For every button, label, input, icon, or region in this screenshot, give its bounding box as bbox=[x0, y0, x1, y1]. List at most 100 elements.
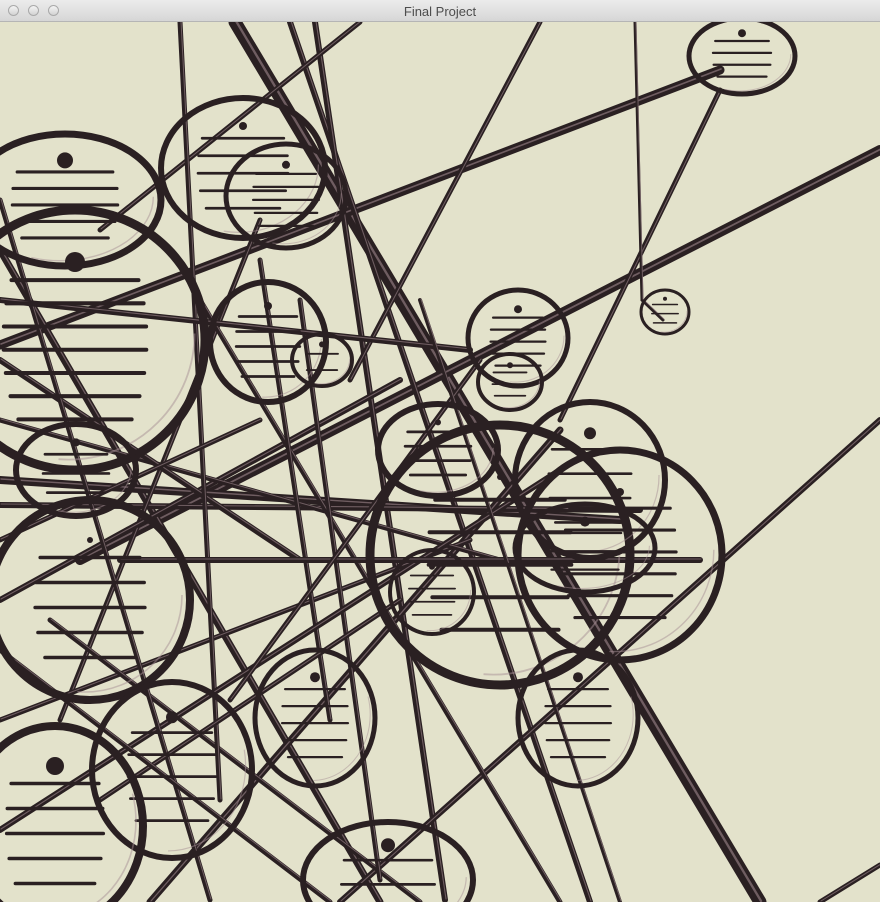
ring-outline bbox=[375, 401, 501, 499]
connector-tube bbox=[177, 22, 223, 803]
graph-node-ring bbox=[686, 22, 798, 97]
ring-node-dot bbox=[166, 711, 178, 724]
ring-outline bbox=[223, 141, 349, 251]
ring-highlight bbox=[640, 289, 688, 333]
connector-tube bbox=[47, 617, 423, 902]
minimize-window-button[interactable] bbox=[28, 5, 39, 16]
graph-node-ring bbox=[512, 501, 658, 595]
node-rings bbox=[0, 22, 798, 902]
ring-node-dot bbox=[429, 563, 435, 570]
connector-tube-highlight bbox=[260, 258, 332, 720]
ring-highlight bbox=[687, 22, 792, 92]
ring-highlight bbox=[466, 288, 565, 383]
ring-highlight bbox=[208, 280, 322, 398]
connector-tube-highlight bbox=[0, 418, 502, 560]
graph-node-ring bbox=[13, 421, 139, 519]
ring-node-dot bbox=[580, 516, 590, 527]
ring-highlight bbox=[253, 648, 371, 782]
graph-node-ring bbox=[375, 401, 501, 499]
connector-tube-highlight bbox=[0, 298, 472, 350]
graph-node-ring bbox=[207, 279, 329, 405]
ring-outline bbox=[0, 205, 210, 475]
close-window-button[interactable] bbox=[8, 5, 19, 16]
connector-tube-highlight bbox=[300, 298, 382, 880]
ring-node-dot bbox=[616, 488, 624, 496]
ring-highlight bbox=[224, 142, 342, 245]
ring-highlight bbox=[290, 332, 351, 385]
connector-tube bbox=[640, 298, 665, 322]
ring-highlight bbox=[0, 497, 183, 693]
ring-node-dot bbox=[435, 419, 441, 426]
ring-node-dot bbox=[497, 474, 503, 480]
ring-node-dot bbox=[72, 438, 80, 447]
connector-tube-highlight bbox=[642, 298, 665, 320]
ring-node-dot bbox=[310, 672, 320, 683]
ring-highlight bbox=[515, 447, 715, 653]
graph-node-ring bbox=[300, 819, 476, 902]
graph-node-ring bbox=[476, 352, 544, 412]
connector-tube-highlight bbox=[0, 68, 722, 345]
graph-node-ring bbox=[252, 647, 378, 789]
ring-highlight bbox=[158, 95, 320, 234]
ring-highlight bbox=[516, 648, 634, 782]
ring-node-dot bbox=[584, 427, 596, 440]
graph-node-ring bbox=[465, 287, 571, 389]
ring-outline bbox=[0, 496, 194, 704]
connector-tube-highlight bbox=[635, 22, 644, 300]
graph-node-ring bbox=[223, 141, 349, 251]
connector-tube bbox=[0, 537, 473, 723]
connector-tube bbox=[0, 297, 473, 353]
graph-node-ring bbox=[388, 548, 476, 636]
ring-outline bbox=[388, 548, 476, 636]
connector-tube bbox=[257, 257, 333, 723]
ring-node-dot bbox=[57, 152, 73, 169]
ring-outline bbox=[515, 647, 641, 789]
ring-node-dot bbox=[87, 537, 93, 543]
ring-node-dot bbox=[663, 296, 667, 301]
graph-node-ring bbox=[158, 95, 328, 241]
graph-node-ring bbox=[0, 205, 210, 475]
zoom-window-button[interactable] bbox=[48, 5, 59, 16]
ring-highlight bbox=[300, 820, 467, 902]
graph-node-ring bbox=[89, 679, 255, 861]
ring-highlight bbox=[366, 421, 621, 676]
ring-outline bbox=[300, 819, 476, 902]
ring-highlight bbox=[14, 422, 132, 513]
ring-outline bbox=[13, 421, 139, 519]
scene-layer bbox=[0, 22, 880, 902]
ring-highlight bbox=[376, 402, 494, 493]
ring-outline bbox=[686, 22, 798, 97]
connector-tube-highlight bbox=[180, 22, 222, 800]
connector-tube-highlight bbox=[0, 378, 402, 600]
connector-tube bbox=[297, 297, 383, 883]
connector-tube bbox=[418, 298, 622, 902]
connector-tube-highlight bbox=[420, 298, 622, 902]
ring-highlight bbox=[0, 206, 196, 461]
connector-tube bbox=[0, 476, 624, 524]
graph-node-ring bbox=[0, 130, 165, 270]
ring-highlight bbox=[513, 502, 650, 589]
ring-outline bbox=[512, 399, 668, 561]
graph-node-ring bbox=[639, 288, 691, 336]
ring-node-dot bbox=[264, 302, 272, 310]
ring-node-dot bbox=[46, 757, 64, 775]
connector-tube-highlight bbox=[0, 248, 382, 902]
ring-node-dot bbox=[738, 29, 746, 38]
scene-graph-view bbox=[0, 22, 880, 902]
connector-tube bbox=[0, 357, 303, 563]
graph-node-ring bbox=[515, 647, 641, 789]
ring-outline bbox=[207, 279, 329, 405]
graph-node-ring bbox=[0, 722, 147, 902]
render-canvas[interactable] bbox=[0, 22, 880, 902]
ring-outline bbox=[89, 679, 255, 861]
ring-outline bbox=[476, 352, 544, 412]
ring-outline bbox=[0, 130, 165, 270]
ring-outline bbox=[290, 332, 354, 388]
ring-node-dot bbox=[282, 160, 290, 169]
ring-outline bbox=[465, 287, 571, 389]
graph-node-ring bbox=[290, 332, 354, 388]
connector-tube-highlight bbox=[0, 358, 302, 560]
ring-highlight bbox=[476, 352, 540, 409]
title-bar[interactable]: Final Project bbox=[0, 0, 880, 22]
